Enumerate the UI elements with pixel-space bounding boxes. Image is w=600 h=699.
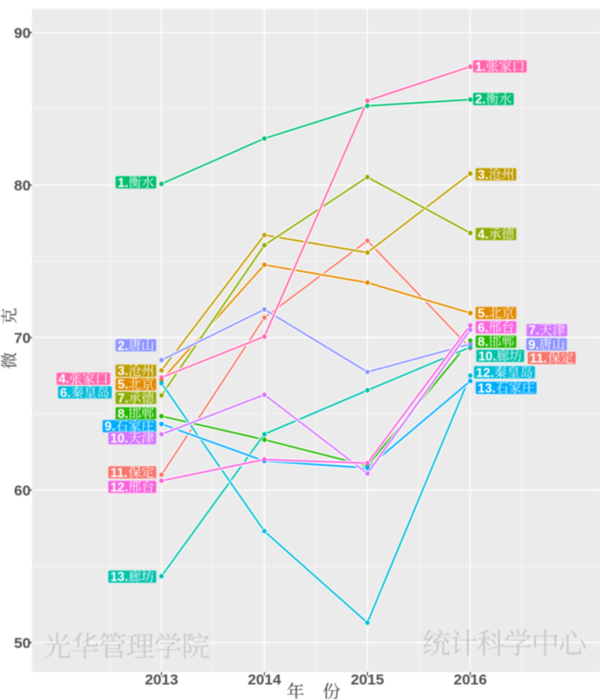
svg-text:10.: 10. <box>110 431 128 446</box>
svg-text:8.: 8. <box>478 334 489 349</box>
svg-text:11.: 11. <box>530 351 547 366</box>
svg-text:70: 70 <box>14 330 31 347</box>
svg-text:4.: 4. <box>478 227 489 242</box>
svg-text:6.: 6. <box>478 320 489 335</box>
svg-text:2013: 2013 <box>145 672 178 689</box>
svg-text:7.: 7. <box>529 323 540 338</box>
svg-text:1.: 1. <box>118 175 129 190</box>
svg-text:2014: 2014 <box>248 672 282 689</box>
svg-text:6.: 6. <box>60 385 71 400</box>
svg-text:3.: 3. <box>478 167 489 182</box>
svg-text:1.: 1. <box>475 59 486 74</box>
svg-text:2.: 2. <box>475 92 486 107</box>
svg-text:2016: 2016 <box>454 672 487 689</box>
svg-text:8.: 8. <box>118 406 129 421</box>
svg-text:5.: 5. <box>118 377 129 392</box>
svg-text:90: 90 <box>14 25 31 42</box>
svg-text:60: 60 <box>14 482 31 499</box>
svg-text:12.: 12. <box>110 479 128 494</box>
svg-text:9.: 9. <box>105 419 116 434</box>
svg-text:9.: 9. <box>528 337 539 352</box>
svg-text:2015: 2015 <box>351 672 384 689</box>
svg-text:5.: 5. <box>478 306 489 321</box>
svg-text:2.: 2. <box>118 338 129 353</box>
svg-text:4.: 4. <box>59 371 70 386</box>
svg-text:7.: 7. <box>118 390 129 405</box>
svg-text:3.: 3. <box>118 363 129 378</box>
svg-text:12.: 12. <box>476 365 494 380</box>
svg-text:13.: 13. <box>478 380 496 395</box>
svg-text:50: 50 <box>14 635 31 652</box>
svg-text:13.: 13. <box>110 569 128 584</box>
svg-text:80: 80 <box>14 177 31 194</box>
svg-text:10.: 10. <box>478 348 496 363</box>
svg-text:11.: 11. <box>110 465 127 480</box>
